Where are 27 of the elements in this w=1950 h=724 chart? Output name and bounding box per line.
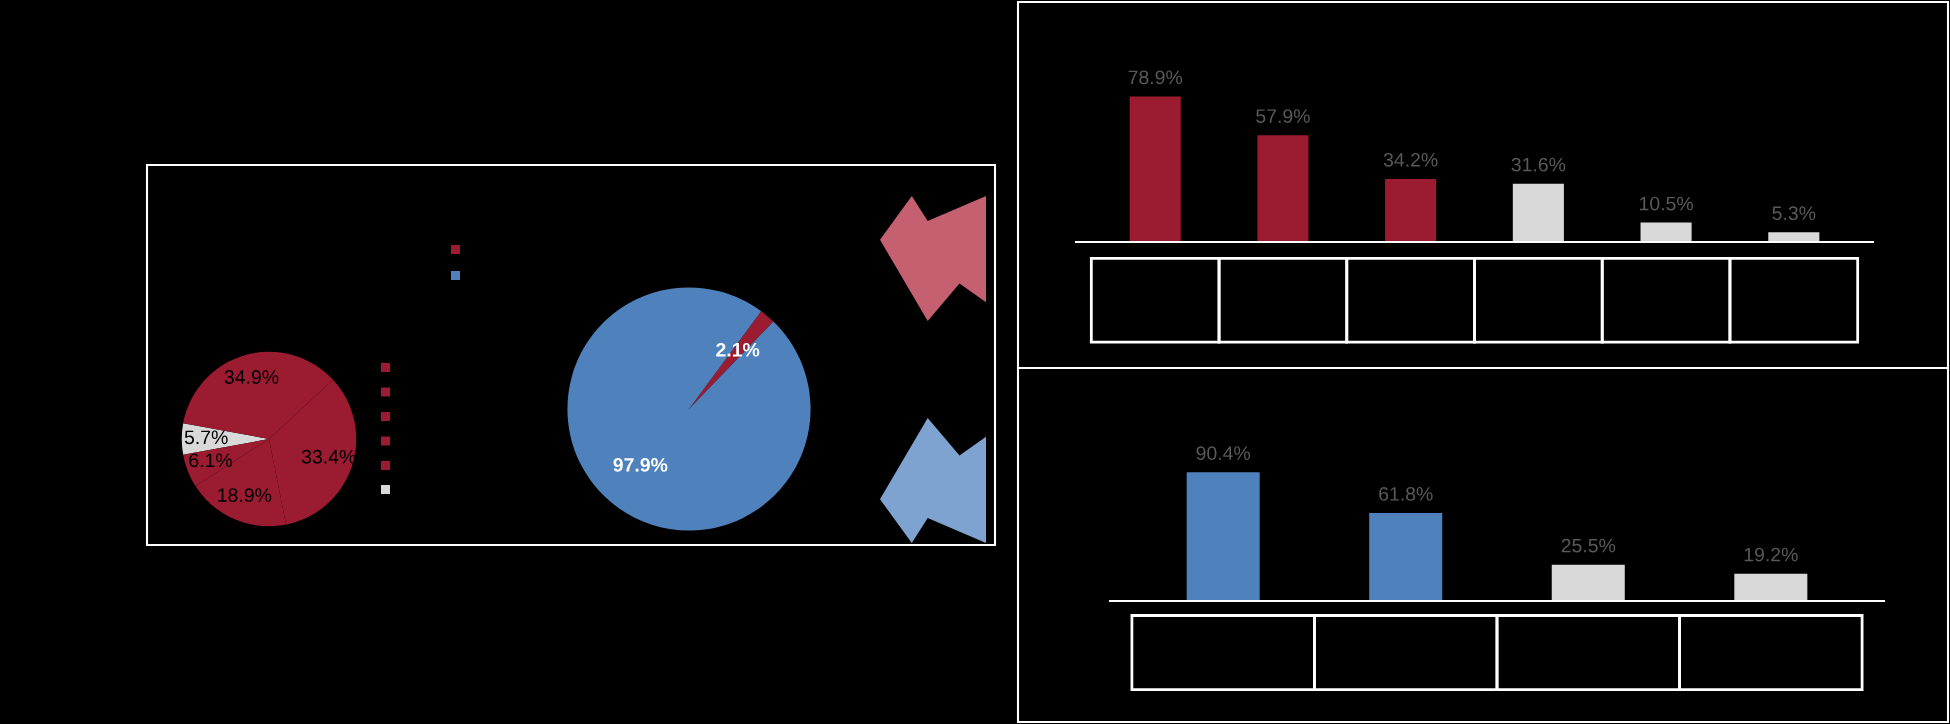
bar: [1129, 96, 1181, 242]
data-label: 5.7%: [184, 430, 228, 445]
bar: [1640, 222, 1692, 242]
pie-slice: [567, 287, 811, 531]
bar: [1257, 135, 1309, 242]
bar: [1551, 564, 1625, 601]
bar: [1768, 232, 1820, 242]
bar: [1385, 178, 1437, 242]
data-label: 10.5%: [1640, 196, 1693, 211]
data-label: 25.5%: [1561, 538, 1616, 553]
data-label: 19.2%: [1744, 547, 1798, 562]
data-label: 34.9%: [224, 370, 279, 384]
bar: [1512, 183, 1564, 242]
data-label: 33.4%: [301, 449, 356, 464]
data-label: 57.9%: [1256, 109, 1310, 123]
data-label: 78.9%: [1128, 70, 1183, 85]
bar: [1369, 512, 1443, 601]
data-label: 18.9%: [218, 488, 272, 503]
data-label: 34.2%: [1383, 152, 1438, 167]
data-label: 31.6%: [1511, 157, 1566, 172]
bar: [1186, 472, 1260, 601]
data-label: 5.3%: [1772, 206, 1816, 221]
data-label: 61.8%: [1379, 487, 1433, 501]
data-label: 97.9%: [613, 458, 668, 472]
data-label: 6.1%: [189, 453, 232, 468]
data-label: 90.4%: [1196, 446, 1251, 461]
bar: [1734, 573, 1808, 601]
